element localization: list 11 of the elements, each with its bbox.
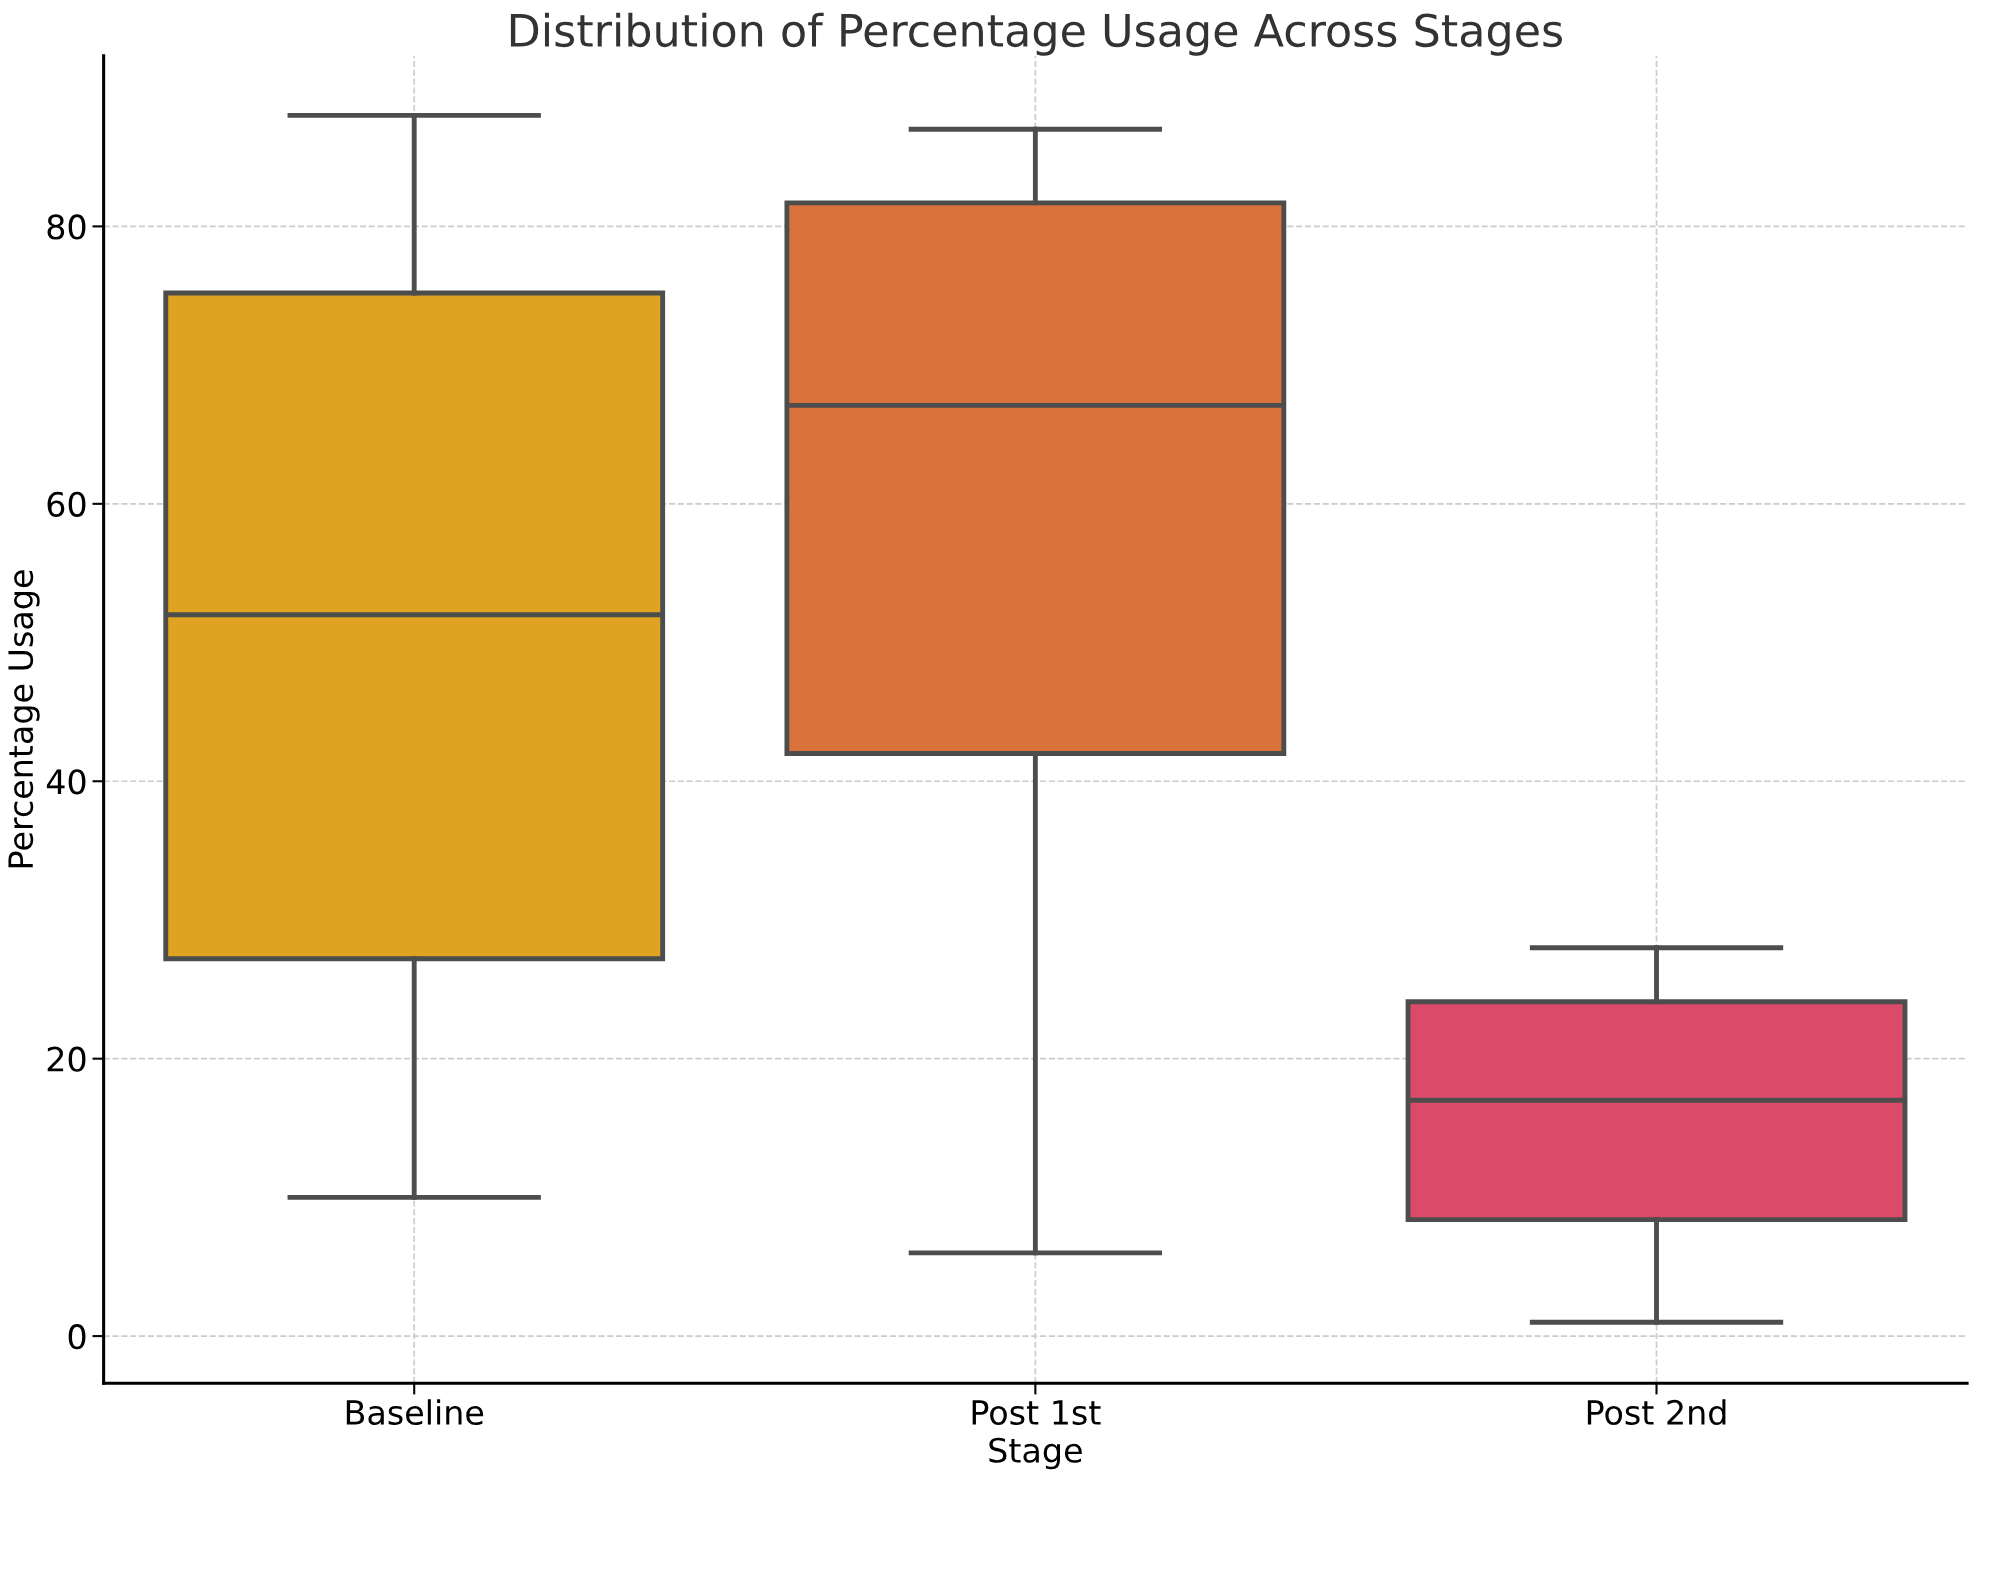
y-tick-label: 20	[47, 1046, 86, 1072]
y-tick-label: 80	[47, 214, 86, 240]
x-tick-label: Baseline	[346, 1399, 484, 1426]
x-tick-label: Post 1st	[972, 1400, 1101, 1426]
y-tick-label: 0	[68, 1324, 86, 1350]
x-tick-label: Post 2nd	[1587, 1399, 1726, 1426]
chart-title: Distribution of Percentage Usage Across Stages	[510, 12, 1563, 56]
y-tick-label: 60	[47, 491, 86, 517]
y-axis-title: Percentage Usage	[8, 570, 40, 868]
y-tick-label: 40	[46, 769, 86, 795]
x-axis-title: Stage	[989, 1437, 1082, 1470]
